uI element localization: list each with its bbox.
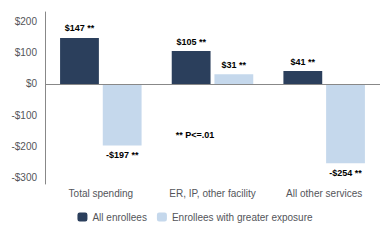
svg-text:-$100: -$100 — [11, 110, 37, 121]
svg-text:All other services: All other services — [286, 188, 362, 199]
svg-text:-$200: -$200 — [11, 141, 37, 152]
svg-text:-$197 **: -$197 ** — [106, 150, 139, 160]
svg-text:Enrollees with greater exposur: Enrollees with greater exposure — [172, 212, 313, 223]
svg-text:ER, IP, other facility: ER, IP, other facility — [169, 188, 256, 199]
svg-text:$200: $200 — [15, 16, 38, 27]
svg-text:$0: $0 — [26, 78, 38, 89]
svg-text:-$300: -$300 — [11, 172, 37, 183]
svg-text:$147 **: $147 ** — [65, 23, 95, 33]
svg-text:Total spending: Total spending — [69, 188, 134, 199]
svg-text:$105 **: $105 ** — [176, 37, 206, 47]
svg-text:** P<=.01: ** P<=.01 — [176, 130, 215, 140]
svg-text:All enrollees: All enrollees — [92, 212, 146, 223]
svg-text:$100: $100 — [15, 47, 38, 58]
svg-text:-$254 **: -$254 ** — [329, 168, 362, 178]
svg-text:$41 **: $41 ** — [291, 57, 316, 67]
svg-text:$31 **: $31 ** — [222, 60, 247, 70]
